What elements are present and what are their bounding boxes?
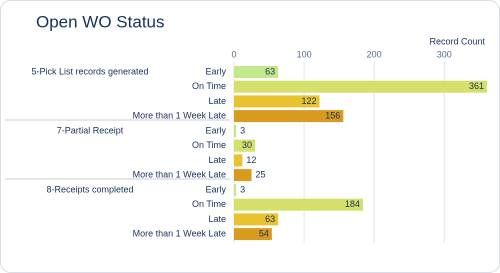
bar xyxy=(234,169,252,182)
bar xyxy=(234,154,243,167)
x-tick-label: 100 xyxy=(297,49,312,59)
row-label: Early xyxy=(205,184,226,194)
value-label: 30 xyxy=(242,140,252,150)
bar xyxy=(234,213,279,226)
value-label: 156 xyxy=(325,110,340,120)
row-label: On Time xyxy=(192,81,226,91)
value-label: 3 xyxy=(240,125,245,135)
x-axis-label: Record Count xyxy=(429,36,485,46)
bar xyxy=(234,110,344,123)
value-label: 361 xyxy=(469,81,484,91)
value-label: 54 xyxy=(259,228,269,238)
chart-title: Open WO Status xyxy=(36,12,165,31)
row-label: On Time xyxy=(192,140,226,150)
bar xyxy=(234,184,237,196)
x-tick-label: 200 xyxy=(367,49,382,59)
row-label: Late xyxy=(208,96,226,106)
row-label: More than 1 Week Late xyxy=(133,169,226,179)
row-label: Early xyxy=(205,66,226,76)
category-label: 7-Partial Receipt xyxy=(57,125,124,135)
row-label: More than 1 Week Late xyxy=(133,110,226,120)
x-tick-label: 0 xyxy=(231,49,236,59)
value-label: 63 xyxy=(265,214,275,224)
category-label: 5-Pick List records generated xyxy=(31,66,148,76)
x-tick-label: 300 xyxy=(437,49,452,59)
bar xyxy=(234,139,256,152)
row-label: Late xyxy=(208,214,226,224)
value-label: 63 xyxy=(265,66,275,76)
bar xyxy=(234,198,363,211)
bar xyxy=(234,228,272,241)
category-label: 8-Receipts completed xyxy=(46,184,133,194)
bar xyxy=(234,95,320,108)
bar xyxy=(234,125,237,137)
value-label: 12 xyxy=(246,155,256,165)
row-label: On Time xyxy=(192,199,226,209)
row-label: Early xyxy=(205,125,226,135)
bar xyxy=(234,80,487,93)
value-label: 3 xyxy=(240,184,245,194)
row-label: More than 1 Week Late xyxy=(133,228,226,238)
row-label: Late xyxy=(208,155,226,165)
bar xyxy=(234,66,279,78)
value-label: 25 xyxy=(256,169,266,179)
value-label: 184 xyxy=(345,199,360,209)
value-label: 122 xyxy=(301,96,316,106)
